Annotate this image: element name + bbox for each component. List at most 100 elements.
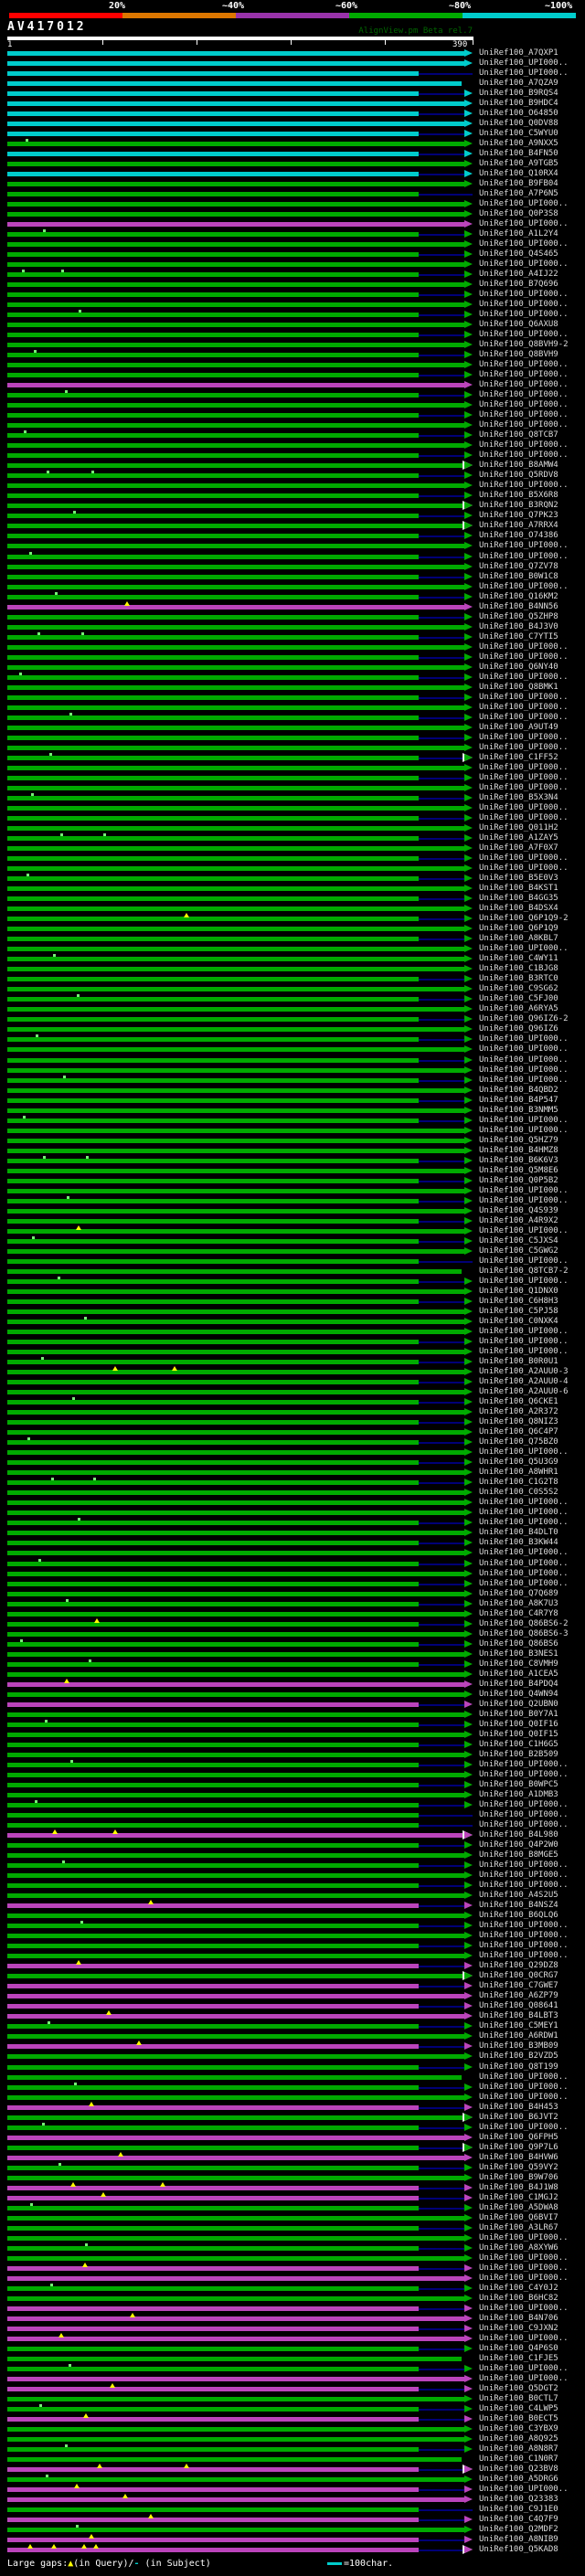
hit-label[interactable]: UniRef100_A2AUU0-3 bbox=[479, 1367, 569, 1376]
hit-label[interactable]: UniRef100_A6RDW1 bbox=[479, 2031, 558, 2041]
hit-label[interactable]: UniRef100_Q0CRG7 bbox=[479, 1971, 558, 1980]
hit-label[interactable]: UniRef100_UPI000.. bbox=[479, 733, 569, 742]
hit-label[interactable]: UniRef100_UPI000.. bbox=[479, 1871, 569, 1880]
hit-label[interactable]: UniRef100_Q4WN94 bbox=[479, 1690, 558, 1699]
hit-label[interactable]: UniRef100_UPI000.. bbox=[479, 552, 569, 561]
hit-label[interactable]: UniRef100_B4H453 bbox=[479, 2103, 558, 2112]
hit-label[interactable]: UniRef100_UPI000.. bbox=[479, 1116, 569, 1125]
hit-label[interactable]: UniRef100_A7F0X7 bbox=[479, 843, 558, 853]
hit-label[interactable]: UniRef100_A6ZP79 bbox=[479, 1991, 558, 2000]
hit-label[interactable]: UniRef100_Q7Q689 bbox=[479, 1589, 558, 1598]
hit-label[interactable]: UniRef100_B9FB04 bbox=[479, 179, 558, 188]
hit-label[interactable]: UniRef100_UPI000.. bbox=[479, 1256, 569, 1266]
hit-label[interactable]: UniRef100_UPI000.. bbox=[479, 1569, 569, 1578]
hit-label[interactable]: UniRef100_UPI000.. bbox=[479, 1800, 569, 1809]
hit-label[interactable]: UniRef100_UPI000.. bbox=[479, 1196, 569, 1205]
hit-label[interactable]: UniRef100_Q86BS6 bbox=[479, 1639, 558, 1648]
hit-label[interactable]: UniRef100_B0Y7A1 bbox=[479, 1710, 558, 1719]
hit-label[interactable]: UniRef100_B9HDC4 bbox=[479, 99, 558, 108]
hit-label[interactable]: UniRef100_B4NN56 bbox=[479, 602, 558, 611]
hit-label[interactable]: UniRef100_Q4P2W0 bbox=[479, 1840, 558, 1850]
hit-label[interactable]: UniRef100_Q08641 bbox=[479, 2001, 558, 2010]
hit-label[interactable]: UniRef100_A4IJ22 bbox=[479, 270, 558, 279]
hit-label[interactable]: UniRef100_Q2MDF2 bbox=[479, 2525, 558, 2534]
hit-label[interactable]: UniRef100_UPI000.. bbox=[479, 69, 569, 78]
hit-label[interactable]: UniRef100_C0NXK4 bbox=[479, 1317, 558, 1326]
hit-label[interactable]: UniRef100_C9J1E0 bbox=[479, 2505, 558, 2514]
hit-label[interactable]: UniRef100_C1MGJ2 bbox=[479, 2193, 558, 2202]
hit-label[interactable]: UniRef100_C5GWG2 bbox=[479, 1246, 558, 1256]
hit-label[interactable]: UniRef100_Q8TCB7-2 bbox=[479, 1267, 569, 1276]
hit-label[interactable]: UniRef100_UPI000.. bbox=[479, 1941, 569, 1950]
hit-label[interactable]: UniRef100_A6RYA5 bbox=[479, 1004, 558, 1013]
hit-label[interactable]: UniRef100_UPI000.. bbox=[479, 1931, 569, 1940]
hit-label[interactable]: UniRef100_Q5DGT2 bbox=[479, 2384, 558, 2393]
hit-label[interactable]: UniRef100_B9W706 bbox=[479, 2173, 558, 2182]
hit-label[interactable]: UniRef100_C1FJE5 bbox=[479, 2354, 558, 2363]
hit-label[interactable]: UniRef100_Q23BV8 bbox=[479, 2465, 558, 2474]
hit-label[interactable]: UniRef100_B0WPC5 bbox=[479, 1780, 558, 1789]
hit-label[interactable]: UniRef100_A4R9X2 bbox=[479, 1216, 558, 1225]
hit-label[interactable]: UniRef100_B4LBT3 bbox=[479, 2011, 558, 2020]
hit-label[interactable]: UniRef100_B4PDQ4 bbox=[479, 1680, 558, 1689]
hit-label[interactable]: UniRef100_UPI000.. bbox=[479, 1277, 569, 1286]
hit-label[interactable]: UniRef100_Q9P7L6 bbox=[479, 2143, 558, 2152]
hit-label[interactable]: UniRef100_C9JXN2 bbox=[479, 2324, 558, 2333]
hit-label[interactable]: UniRef100_UPI000.. bbox=[479, 853, 569, 863]
hit-label[interactable]: UniRef100_UPI000.. bbox=[479, 1881, 569, 1890]
hit-label[interactable]: UniRef100_UPI000.. bbox=[479, 1860, 569, 1870]
hit-label[interactable]: UniRef100_UPI000.. bbox=[479, 703, 569, 712]
hit-label[interactable]: UniRef100_C1BJG8 bbox=[479, 964, 558, 973]
hit-label[interactable]: UniRef100_Q5ZHP8 bbox=[479, 612, 558, 621]
hit-label[interactable]: UniRef100_Q96IZ6-2 bbox=[479, 1014, 569, 1023]
hit-label[interactable]: UniRef100_B4J3V0 bbox=[479, 622, 558, 631]
hit-label[interactable]: UniRef100_B4L980 bbox=[479, 1830, 558, 1839]
hit-label[interactable]: UniRef100_B6K6V3 bbox=[479, 1156, 558, 1165]
hit-label[interactable]: UniRef100_UPI000.. bbox=[479, 1518, 569, 1527]
hit-label[interactable]: UniRef100_B0CTL7 bbox=[479, 2394, 558, 2403]
hit-label[interactable]: UniRef100_Q5HZ79 bbox=[479, 1136, 558, 1145]
hit-label[interactable]: UniRef100_B5X3N4 bbox=[479, 793, 558, 802]
hit-label[interactable]: UniRef100_UPI000.. bbox=[479, 440, 569, 450]
hit-label[interactable]: UniRef100_UPI000.. bbox=[479, 582, 569, 591]
hit-label[interactable]: UniRef100_UPI000.. bbox=[479, 1044, 569, 1054]
hit-label[interactable]: UniRef100_Q8TCB7 bbox=[479, 430, 558, 440]
hit-label[interactable]: UniRef100_UPI000.. bbox=[479, 1498, 569, 1507]
hit-label[interactable]: UniRef100_B3NMM5 bbox=[479, 1106, 558, 1115]
hit-label[interactable]: UniRef100_Q59VY2 bbox=[479, 2163, 558, 2172]
hit-label[interactable]: UniRef100_UPI000.. bbox=[479, 360, 569, 369]
hit-label[interactable]: UniRef100_UPI000.. bbox=[479, 1327, 569, 1336]
hit-label[interactable]: UniRef100_C1H6G5 bbox=[479, 1740, 558, 1749]
hit-label[interactable]: UniRef100_UPI000.. bbox=[479, 290, 569, 299]
hit-label[interactable]: UniRef100_UPI000.. bbox=[479, 693, 569, 702]
hit-label[interactable]: UniRef100_UPI000.. bbox=[479, 1921, 569, 1930]
hit-label[interactable]: UniRef100_Q6P1Q9 bbox=[479, 924, 558, 933]
hit-label[interactable]: UniRef100_A5DRG6 bbox=[479, 2475, 558, 2484]
hit-label[interactable]: UniRef100_UPI000.. bbox=[479, 2253, 569, 2263]
hit-label[interactable]: UniRef100_B4P547 bbox=[479, 1096, 558, 1105]
hit-label[interactable]: UniRef100_UPI000.. bbox=[479, 713, 569, 722]
hit-label[interactable]: UniRef100_C7GWE7 bbox=[479, 1981, 558, 1990]
hit-label[interactable]: UniRef100_A9TGB5 bbox=[479, 159, 558, 168]
hit-label[interactable]: UniRef100_UPI000.. bbox=[479, 2334, 569, 2343]
hit-label[interactable]: UniRef100_Q8NIZ3 bbox=[479, 1417, 558, 1426]
hit-label[interactable]: UniRef100_C5MEY1 bbox=[479, 2021, 558, 2030]
hit-label[interactable]: UniRef100_Q86BS6-3 bbox=[479, 1629, 569, 1638]
hit-label[interactable]: UniRef100_Q0P3S8 bbox=[479, 209, 558, 218]
hit-label[interactable]: UniRef100_B6HC82 bbox=[479, 2294, 558, 2303]
hit-label[interactable]: UniRef100_A8K7U3 bbox=[479, 1599, 558, 1608]
hit-label[interactable]: UniRef100_UPI000.. bbox=[479, 1820, 569, 1829]
hit-label[interactable]: UniRef100_C4R7Y8 bbox=[479, 1609, 558, 1618]
hit-label[interactable]: UniRef100_UPI000.. bbox=[479, 642, 569, 652]
hit-label[interactable]: UniRef100_UPI000.. bbox=[479, 300, 569, 309]
hit-label[interactable]: UniRef100_Q6FPH5 bbox=[479, 2133, 558, 2142]
hit-label[interactable]: UniRef100_A7QXP1 bbox=[479, 48, 558, 58]
hit-label[interactable]: UniRef100_O74386 bbox=[479, 531, 558, 540]
hit-label[interactable]: UniRef100_C8VMH9 bbox=[479, 1659, 558, 1669]
hit-label[interactable]: UniRef100_UPI000.. bbox=[479, 199, 569, 208]
hit-label[interactable]: UniRef100_C5WYU0 bbox=[479, 129, 558, 138]
hit-label[interactable]: UniRef100_B4N706 bbox=[479, 2314, 558, 2323]
hit-label[interactable]: UniRef100_C1G2T8 bbox=[479, 1478, 558, 1487]
hit-label[interactable]: UniRef100_UPI000.. bbox=[479, 219, 569, 228]
hit-label[interactable]: UniRef100_UPI000.. bbox=[479, 1034, 569, 1044]
